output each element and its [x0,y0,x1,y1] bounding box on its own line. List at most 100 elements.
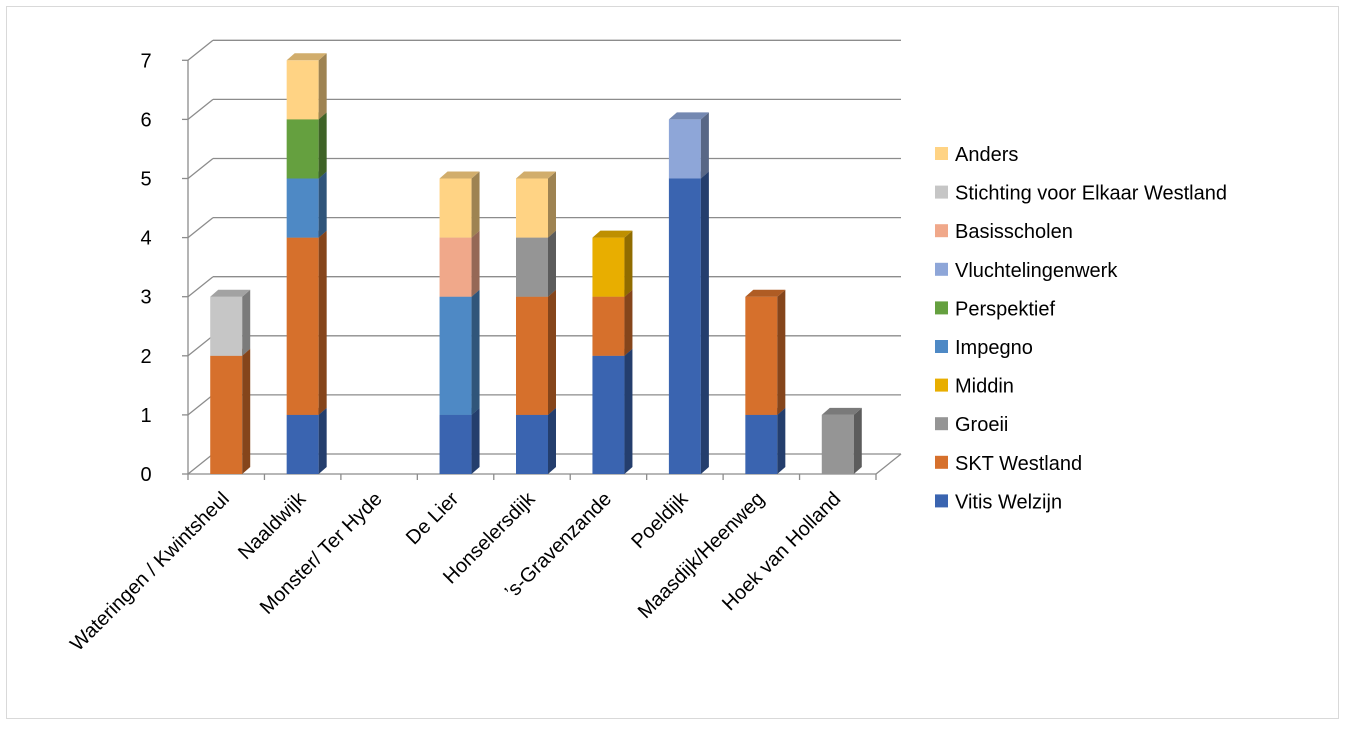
legend-label: SKT Westland [955,453,1082,475]
legend-swatch [935,378,948,392]
bar-segment-basisscholen [439,230,480,297]
bar-front [286,237,319,415]
legend-item: Groeii [935,414,1008,436]
gridlines [187,39,901,475]
bar-segment-perspektief [286,112,327,179]
bar-side [624,289,633,356]
bar-segment-skt-westland [516,289,556,415]
y-tick-label: 5 [140,169,151,191]
bar-front [439,237,472,297]
legend-swatch [935,494,948,508]
bar-segment-skt-westland [745,289,786,415]
legend-item: Impegno [935,337,1033,359]
gridline-diagonal [187,157,214,180]
bar-side [318,230,327,415]
bar-side [318,407,327,474]
legend-label: Vitis Welzijn [955,491,1062,513]
legend-swatch [935,185,948,199]
bar-top [745,289,786,297]
bar-top [210,289,251,297]
bar-side [700,112,709,179]
y-tick-label: 4 [140,228,151,250]
bar-side [548,289,556,415]
bar-front [439,178,472,238]
bar-top [592,230,633,238]
legend-item: Basisscholen [935,221,1073,243]
bar-top [286,53,327,61]
bar-segment-middin [592,230,633,297]
legend-item: Vluchtelingenwerk [935,260,1118,282]
bar-front [592,237,625,297]
gridline-diagonal [187,276,214,298]
bar-segment-vitis-welzijn [592,348,633,474]
y-axis-ticks: 0 1 2 3 4 5 6 7 [140,50,188,486]
bar-segment-vitis-welzijn [668,171,709,474]
y-tick-label: 6 [140,109,151,131]
y-tick-label: 1 [140,405,151,427]
legend-swatch [935,301,948,315]
bar-front [745,414,778,474]
gridline-diagonal [187,98,214,120]
legend-swatch [935,417,948,431]
bar-side [777,407,786,474]
bar-side [471,289,480,415]
bar-front [745,296,778,415]
bar-segment-stichting-voor-elkaar-westland [210,289,251,356]
gridline-diagonal [187,453,214,475]
y-tick-label: 3 [140,287,151,309]
legend-label: Groeii [955,414,1008,436]
bar-segment-vitis-welzijn [516,407,556,474]
legend-label: Basisscholen [955,221,1073,243]
bar-side [624,348,633,474]
bar-segment-vitis-welzijn [745,407,786,474]
bar-segment-impegno [286,171,327,238]
bar-side [242,348,251,474]
bar-side [548,407,556,474]
bar-segment-groeii [821,407,862,474]
bar-front [668,119,701,179]
bar-front [210,296,243,356]
legend-label: Perspektief [955,298,1055,320]
bar-side [318,171,327,238]
legend-item: Anders [935,144,1018,166]
bar-segment-anders [286,53,327,120]
bar-front [516,178,548,238]
legend-label: Middin [955,376,1014,398]
bar-segment-vitis-welzijn [286,407,327,474]
bar-front [439,414,472,474]
bar-front [592,296,625,356]
bar-front [439,296,472,415]
bar-top [439,171,480,179]
bar-front [286,178,319,238]
bar-top [668,112,709,120]
bar-side [318,112,327,179]
bar-side [624,230,633,297]
y-tick-label: 0 [140,464,151,486]
bar-segment-skt-westland [592,289,633,356]
bar-side [318,53,327,120]
legend-item: Stichting voor Elkaar Westland [935,183,1227,205]
bar-side [777,289,786,415]
bar-front [516,237,548,297]
gridline-diagonal [187,217,214,239]
legend-label: Impegno [955,337,1033,359]
bar-segment-skt-westland [210,348,251,474]
bar-side [471,171,480,238]
bars [210,53,862,474]
bar-front [592,355,625,474]
bar-side [471,407,480,474]
bar-side [548,171,556,238]
bar-front [821,414,854,474]
y-tick-label: 7 [140,50,151,72]
legend: Anders Stichting voor Elkaar Westland Basi… [935,144,1227,513]
legend-label: Stichting voor Elkaar Westland [955,183,1227,205]
bar-top [821,407,862,415]
gridline-diagonal [187,335,214,357]
bar-side [853,407,862,474]
bar-segment-vitis-welzijn [439,407,480,474]
gridline-diagonal [187,39,214,61]
bar-front [668,178,701,474]
bar-segment-impegno [439,289,480,415]
